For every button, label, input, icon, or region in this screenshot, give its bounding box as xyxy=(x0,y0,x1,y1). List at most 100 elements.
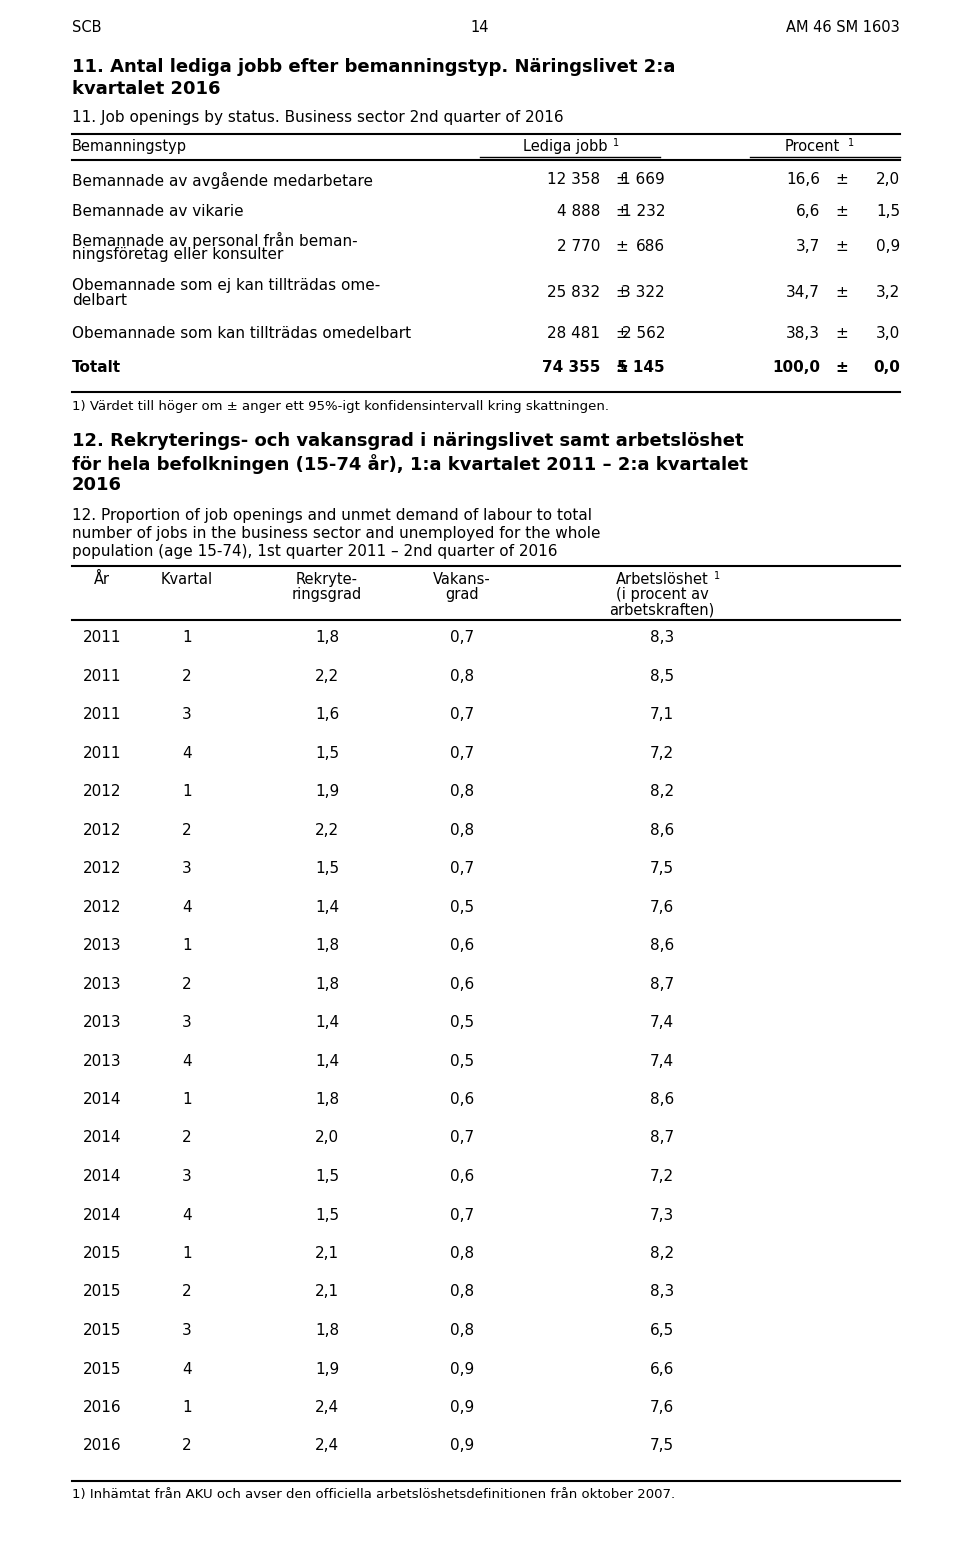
Text: 0,9: 0,9 xyxy=(450,1438,474,1454)
Text: ±: ± xyxy=(835,240,848,254)
Text: 7,2: 7,2 xyxy=(650,1170,674,1184)
Text: 2,0: 2,0 xyxy=(876,172,900,187)
Text: 7,4: 7,4 xyxy=(650,1054,674,1068)
Text: 2,4: 2,4 xyxy=(315,1438,339,1454)
Text: 2015: 2015 xyxy=(83,1284,121,1300)
Text: 7,3: 7,3 xyxy=(650,1207,674,1223)
Text: ±: ± xyxy=(835,172,848,187)
Text: 2012: 2012 xyxy=(83,784,121,800)
Text: 0,7: 0,7 xyxy=(450,707,474,721)
Text: 6,5: 6,5 xyxy=(650,1323,674,1338)
Text: ±: ± xyxy=(835,285,848,299)
Text: 0,7: 0,7 xyxy=(450,1207,474,1223)
Text: 3: 3 xyxy=(182,1323,192,1338)
Text: ringsgrad: ringsgrad xyxy=(292,586,362,602)
Text: 2: 2 xyxy=(182,1284,192,1300)
Text: 7,6: 7,6 xyxy=(650,900,674,914)
Text: 0,5: 0,5 xyxy=(450,900,474,914)
Text: 0,8: 0,8 xyxy=(450,823,474,837)
Text: 686: 686 xyxy=(636,240,665,254)
Text: 2: 2 xyxy=(182,1438,192,1454)
Text: 7,5: 7,5 xyxy=(650,861,674,877)
Text: 2012: 2012 xyxy=(83,861,121,877)
Text: 12 358: 12 358 xyxy=(547,172,600,187)
Text: 0,6: 0,6 xyxy=(450,977,474,991)
Text: ±: ± xyxy=(615,326,628,340)
Text: 0,8: 0,8 xyxy=(450,784,474,800)
Text: 0,9: 0,9 xyxy=(450,1400,474,1414)
Text: 3,7: 3,7 xyxy=(796,240,820,254)
Text: 12. Proportion of job openings and unmet demand of labour to total: 12. Proportion of job openings and unmet… xyxy=(72,508,592,524)
Text: SCB: SCB xyxy=(72,20,102,34)
Text: ±: ± xyxy=(835,361,848,375)
Text: 34,7: 34,7 xyxy=(786,285,820,299)
Text: 7,2: 7,2 xyxy=(650,745,674,760)
Text: 2 770: 2 770 xyxy=(557,240,600,254)
Text: 1,8: 1,8 xyxy=(315,977,339,991)
Text: 1,8: 1,8 xyxy=(315,1091,339,1107)
Text: 1,5: 1,5 xyxy=(315,745,339,760)
Text: population (age 15-74), 1st quarter 2011 – 2nd quarter of 2016: population (age 15-74), 1st quarter 2011… xyxy=(72,544,558,560)
Text: 1,4: 1,4 xyxy=(315,1014,339,1030)
Text: 1,4: 1,4 xyxy=(315,900,339,914)
Text: 2,0: 2,0 xyxy=(315,1131,339,1146)
Text: 0,7: 0,7 xyxy=(450,861,474,877)
Text: 2011: 2011 xyxy=(83,668,121,684)
Text: 25 832: 25 832 xyxy=(547,285,600,299)
Text: 1: 1 xyxy=(182,784,192,800)
Text: 4: 4 xyxy=(182,1207,192,1223)
Text: 8,7: 8,7 xyxy=(650,977,674,991)
Text: 3: 3 xyxy=(182,861,192,877)
Text: År: År xyxy=(94,572,110,586)
Text: Procent: Procent xyxy=(784,140,840,154)
Text: 2015: 2015 xyxy=(83,1247,121,1261)
Text: 3: 3 xyxy=(182,707,192,721)
Text: Bemannade av personal från beman-: Bemannade av personal från beman- xyxy=(72,232,358,249)
Text: 2013: 2013 xyxy=(83,938,121,953)
Text: 2,4: 2,4 xyxy=(315,1400,339,1414)
Text: 7,5: 7,5 xyxy=(650,1438,674,1454)
Text: 4: 4 xyxy=(182,1361,192,1377)
Text: ±: ± xyxy=(615,240,628,254)
Text: 4: 4 xyxy=(182,745,192,760)
Text: 1: 1 xyxy=(182,1400,192,1414)
Text: 0,8: 0,8 xyxy=(450,668,474,684)
Text: 3: 3 xyxy=(182,1170,192,1184)
Text: 8,5: 8,5 xyxy=(650,668,674,684)
Text: 0,6: 0,6 xyxy=(450,938,474,953)
Text: 100,0: 100,0 xyxy=(772,361,820,375)
Text: 2013: 2013 xyxy=(83,1014,121,1030)
Text: ±: ± xyxy=(835,326,848,340)
Text: 0,8: 0,8 xyxy=(450,1247,474,1261)
Text: 8,6: 8,6 xyxy=(650,823,674,837)
Text: 4: 4 xyxy=(182,1054,192,1068)
Text: 6,6: 6,6 xyxy=(650,1361,674,1377)
Text: 2 562: 2 562 xyxy=(621,326,665,340)
Text: 11. Antal lediga jobb efter bemanningstyp. Näringslivet 2:a: 11. Antal lediga jobb efter bemanningsty… xyxy=(72,58,676,75)
Text: 3 322: 3 322 xyxy=(621,285,665,299)
Text: kvartalet 2016: kvartalet 2016 xyxy=(72,80,221,99)
Text: ±: ± xyxy=(615,285,628,299)
Text: 1: 1 xyxy=(714,571,720,582)
Text: 8,2: 8,2 xyxy=(650,784,674,800)
Text: 7,4: 7,4 xyxy=(650,1014,674,1030)
Text: 0,5: 0,5 xyxy=(450,1054,474,1068)
Text: 2016: 2016 xyxy=(83,1400,121,1414)
Text: 2015: 2015 xyxy=(83,1323,121,1338)
Text: 0,7: 0,7 xyxy=(450,630,474,644)
Text: Rekryte-: Rekryte- xyxy=(296,572,358,586)
Text: 2014: 2014 xyxy=(83,1207,121,1223)
Text: Vakans-: Vakans- xyxy=(433,572,491,586)
Text: 2,2: 2,2 xyxy=(315,668,339,684)
Text: 8,3: 8,3 xyxy=(650,1284,674,1300)
Text: 2013: 2013 xyxy=(83,1054,121,1068)
Text: 1) Inhämtat från AKU och avser den officiella arbetslöshetsdefinitionen från okt: 1) Inhämtat från AKU och avser den offic… xyxy=(72,1488,675,1501)
Text: ±: ± xyxy=(615,172,628,187)
Text: 4: 4 xyxy=(182,900,192,914)
Text: 8,6: 8,6 xyxy=(650,1091,674,1107)
Text: grad: grad xyxy=(445,586,479,602)
Text: AM 46 SM 1603: AM 46 SM 1603 xyxy=(786,20,900,34)
Text: 0,7: 0,7 xyxy=(450,745,474,760)
Text: 6,6: 6,6 xyxy=(796,204,820,220)
Text: 2,1: 2,1 xyxy=(315,1284,339,1300)
